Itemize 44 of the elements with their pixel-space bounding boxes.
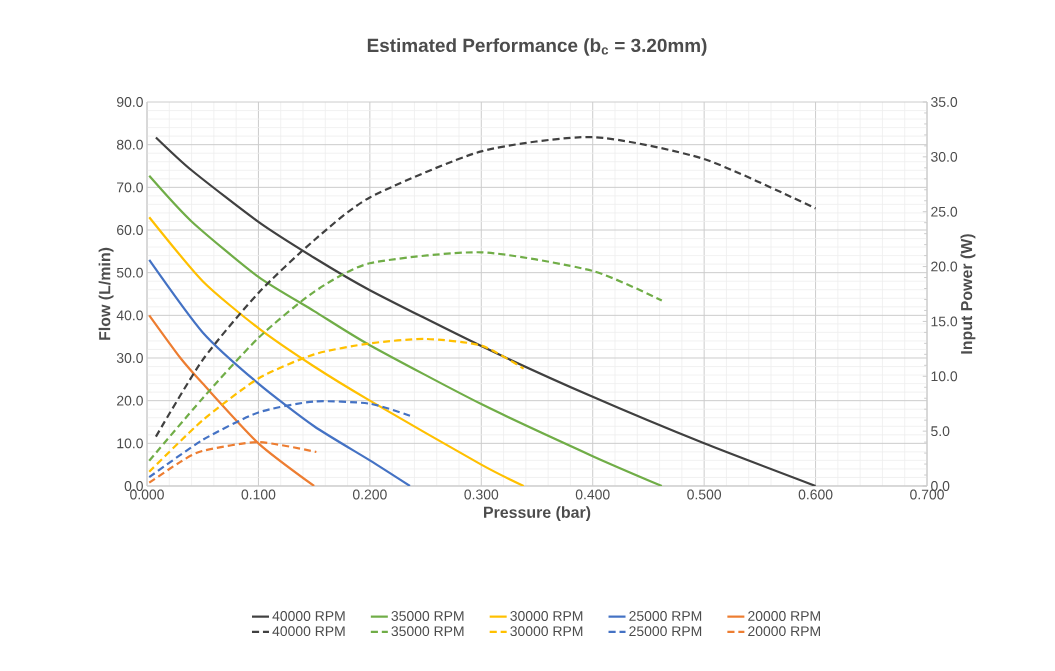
legend-label: 25000 RPM: [629, 611, 702, 621]
x-axis-title: Pressure (bar): [484, 506, 591, 522]
x-tick-label: 0.700: [910, 489, 944, 500]
y2-tick-label: 35.0: [931, 97, 958, 107]
y-tick-label: 50.0: [116, 267, 143, 278]
y-tick-label: 90.0: [116, 97, 143, 107]
y2-tick-label: 25.0: [931, 206, 958, 217]
y2-axis-title: Input Power (W): [960, 234, 976, 354]
legend-label: 30000 RPM: [510, 626, 583, 637]
x-tick-label: 0.600: [798, 489, 833, 500]
y2-tick-label: 0.0: [931, 481, 950, 491]
legend-label: 30000 RPM: [510, 611, 583, 621]
legend-label: 40000 RPM: [272, 611, 345, 621]
x-tick-label: 0.200: [352, 489, 387, 500]
legend-label: 35000 RPM: [391, 611, 464, 621]
line-series: [148, 258, 412, 486]
y2-tick-label: 20.0: [931, 261, 958, 272]
legend-label: 20000 RPM: [748, 611, 820, 621]
legend-label: 40000 RPM: [272, 626, 345, 637]
x-tick-label: 0.000: [130, 489, 164, 500]
x-tick-label: 0.100: [241, 489, 276, 500]
line-series: [148, 216, 525, 486]
y2-tick-label: 15.0: [931, 316, 958, 327]
y-tick-label: 20.0: [117, 395, 143, 406]
line-series: [148, 314, 316, 486]
legend-label: 35000 RPM: [391, 626, 464, 637]
y2-tick-label: 10.0: [931, 371, 958, 382]
y-tick-label: 30.0: [116, 353, 143, 363]
y-axis-title: Flow (L/min): [98, 247, 114, 340]
x-tick-label: 0.400: [575, 489, 610, 500]
y2-tick-label: 5.0: [931, 426, 950, 437]
y2-tick-label: 30.0: [931, 151, 958, 162]
legend-label: 20000 RPM: [748, 626, 820, 637]
y-tick-label: 70.0: [117, 182, 143, 193]
y-tick-label: 40.0: [116, 310, 143, 321]
legend-label: 25000 RPM: [629, 626, 702, 637]
line-series: [148, 174, 663, 486]
y-tick-label: 10.0: [117, 438, 143, 449]
y-tick-label: 80.0: [116, 139, 143, 150]
y-tick-label: 0.0: [124, 481, 143, 491]
y-tick-label: 60.0: [117, 225, 143, 235]
x-tick-label: 0.300: [464, 489, 499, 500]
chart-title: Estimated Performance (b$_{c}$ = 3.20mm): [367, 38, 707, 56]
x-tick-label: 0.500: [687, 489, 722, 500]
